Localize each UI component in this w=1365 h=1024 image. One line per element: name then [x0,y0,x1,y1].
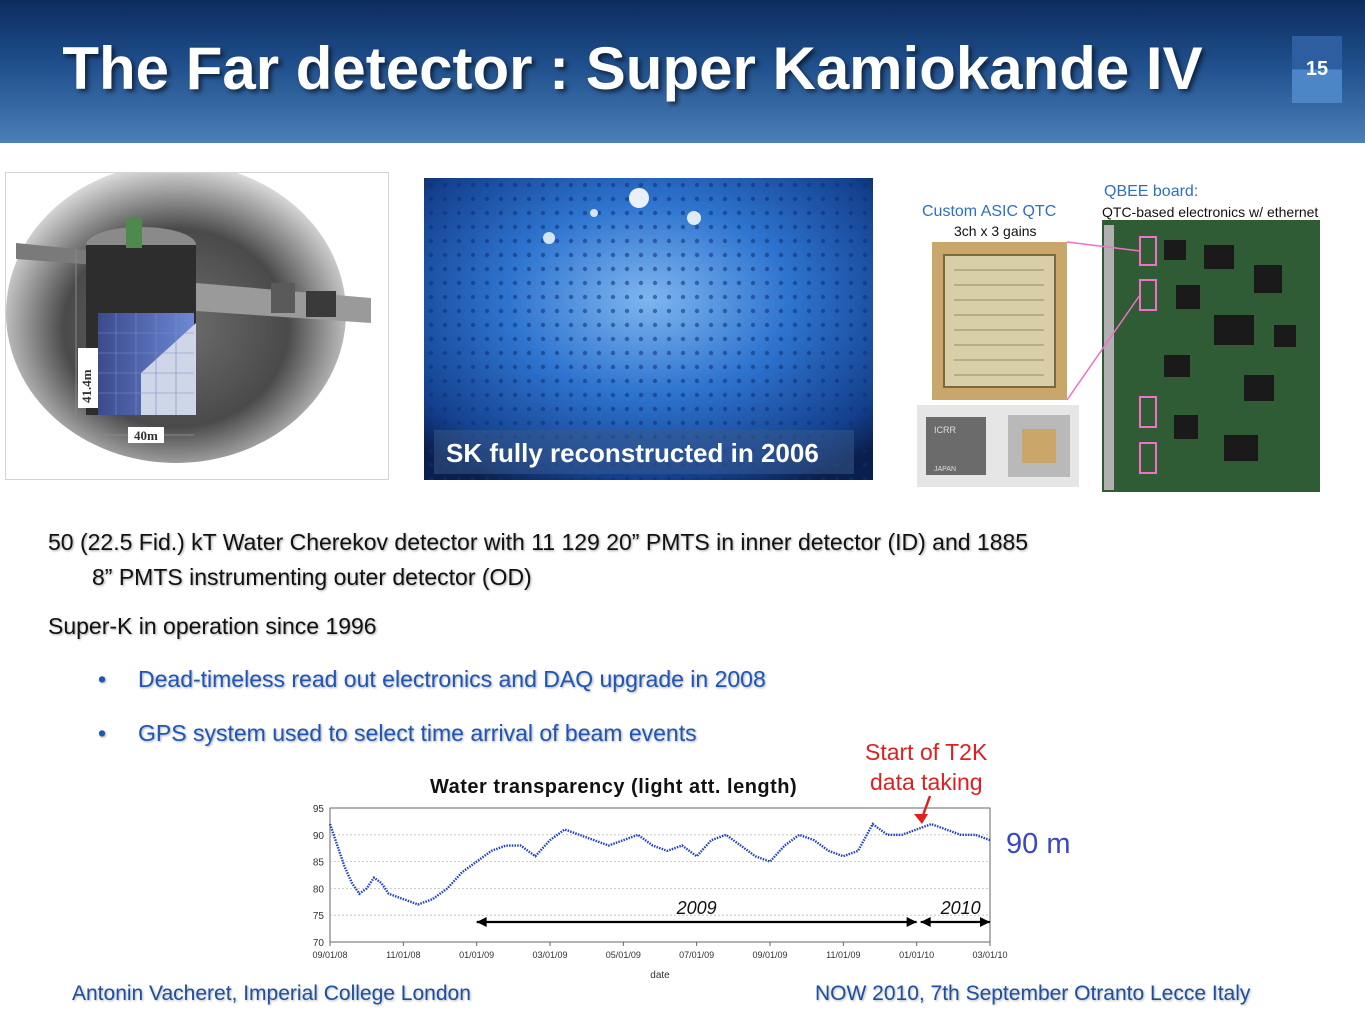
x-tick-label: 03/01/09 [532,950,567,960]
y-tick-label: 80 [313,884,325,895]
x-tick-label: 05/01/09 [606,950,641,960]
x-tick-label: 09/01/08 [312,950,347,960]
x-tick-label: 01/01/10 [899,950,934,960]
y-tick-label: 95 [313,804,325,815]
bullet-marker: • [98,666,107,692]
t2k-annotation-line2: data taking [870,769,983,795]
year-2009-arrow-head-left [476,917,487,927]
x-tick-label: 09/01/09 [752,950,787,960]
plot-frame [329,807,991,943]
board-title: QBEE board: [1104,183,1198,200]
x-tick-label: 11/01/09 [826,950,860,960]
chip-origin: JAPAN [934,466,956,473]
slide-title: The Far detector : Super Kamiokande IV [62,35,1203,102]
chip-label: ICRR [934,425,956,435]
side-label-90m: 90 m [1006,828,1071,860]
t2k-annotation-line1: Start of T2K [865,739,988,765]
year-2009-arrow-head-right [906,917,917,927]
year-2009-label: 2009 [676,898,717,918]
title-bar [0,0,1365,143]
board-subtitle: QTC-based electronics w/ ethernet [1102,204,1318,220]
detector-diagram: 41.4m 40m [5,172,389,480]
bullet-text: GPS system used to select time arrival o… [138,720,697,746]
asic-title: Custom ASIC QTC [922,203,1056,220]
x-tick-label: 07/01/09 [679,950,714,960]
footer-event: NOW 2010, 7th September Otranto Lecce It… [815,982,1251,1005]
x-axis-label: date [650,970,670,981]
bullet-item: • Dead-timeless read out electronics and … [98,666,766,693]
electronics-figure: Custom ASIC QTC 3ch x 3 gains QBEE board… [914,175,1360,495]
paragraph-operation: Super-K in operation since 1996 [48,613,377,639]
water-transparency-chart: 70 75 80 85 90 95 09/01/08 11/01/08 01/01/09 03/0… [312,739,1007,981]
asic-subtitle: 3ch x 3 gains [954,223,1037,239]
width-label: 40m [134,428,158,443]
chart-title: Water transparency (light att. length) [430,776,798,798]
bullet-text: Dead-timeless read out electronics and D… [138,666,766,692]
paragraph-detector: 50 (22.5 Fid.) kT Water Cherekov detecto… [48,529,1029,555]
page-number: 15 [1292,36,1342,103]
x-tick-label: 11/01/08 [386,950,420,960]
bullet-item: • GPS system used to select time arrival … [98,720,697,747]
y-tick-label: 75 [313,911,325,922]
y-tick-label: 70 [313,938,325,949]
x-tick-label: 01/01/09 [459,950,494,960]
bullet-marker: • [98,720,107,746]
sk-interior-photo: SK fully reconstructed in 2006 [424,178,873,480]
paragraph-detector-cont: 8” PMTS instrumenting outer detector (OD… [92,564,532,590]
t2k-arrow-head [914,814,928,824]
y-tick-label: 90 [313,831,325,842]
x-tick-label: 03/01/10 [972,950,1007,960]
footer-author: Antonin Vacheret, Imperial College Londo… [72,982,471,1005]
y-tick-label: 85 [313,858,325,869]
height-label: 41.4m [79,369,94,403]
year-2010-arrow-head-left [920,917,931,927]
data-series [328,822,991,906]
year-2010-arrow-head-right [980,917,990,927]
photo-caption: SK fully reconstructed in 2006 [446,438,819,468]
year-2010-label: 2010 [940,898,981,918]
